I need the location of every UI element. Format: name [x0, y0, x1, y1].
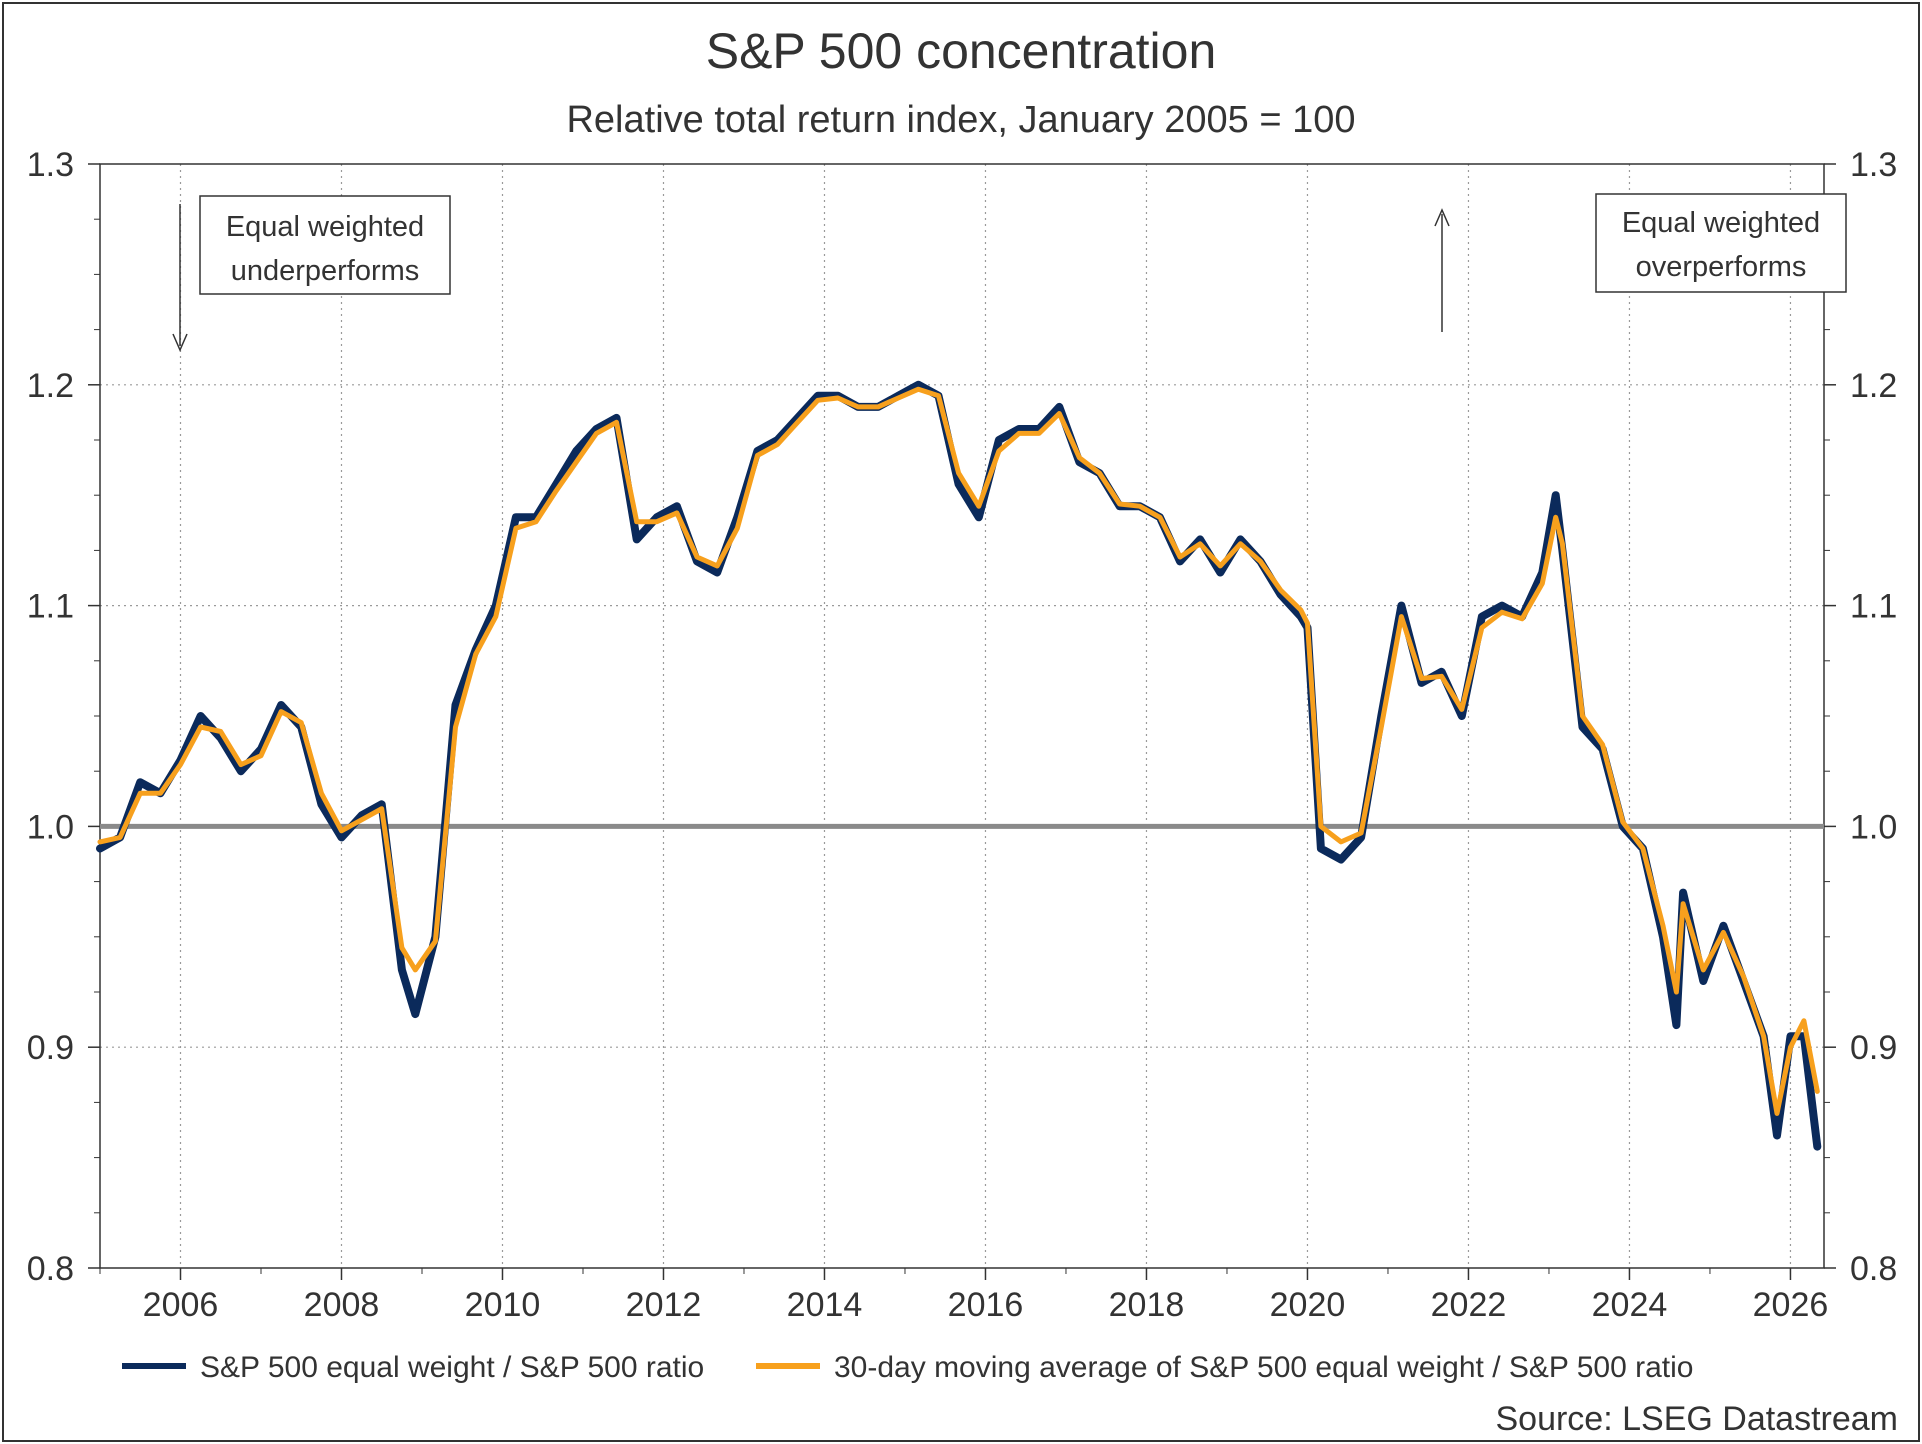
x-tick-label: 2010	[465, 1286, 541, 1324]
x-tick-label: 2026	[1753, 1286, 1829, 1324]
y-tick-label-right: 1.3	[1850, 146, 1897, 184]
annotation-overperforms: Equal weighted overperforms	[1434, 193, 1847, 332]
y-tick-label-left: 0.9	[27, 1029, 74, 1067]
y-tick-label-right: 1.0	[1850, 808, 1897, 846]
annotation-box-left	[199, 195, 451, 295]
legend: S&P 500 equal weight / S&P 500 ratio 30-…	[122, 1351, 1693, 1384]
chart-subtitle: Relative total return index, January 200…	[566, 99, 1355, 141]
x-tick-label: 2020	[1270, 1286, 1346, 1324]
y-tick-label-right: 0.8	[1850, 1250, 1897, 1288]
annotation-left-line1: Equal weighted	[226, 211, 424, 243]
source-note: Source: LSEG Datastream	[1495, 1400, 1898, 1438]
y-tick-label-right: 1.2	[1850, 367, 1897, 405]
x-tick-label: 2014	[787, 1286, 863, 1324]
annotation-box-right	[1595, 193, 1847, 293]
annotation-underperforms: Equal weighted underperforms	[172, 195, 451, 352]
y-tick-label-left: 1.1	[27, 588, 74, 626]
arrow-up-icon	[1434, 208, 1450, 227]
x-tick-label: 2012	[626, 1286, 702, 1324]
annotation-right-line1: Equal weighted	[1622, 207, 1820, 239]
x-tick-label: 2016	[948, 1286, 1024, 1324]
legend-label-moving-average: 30-day moving average of S&P 500 equal w…	[834, 1351, 1693, 1384]
y-tick-label-left: 1.0	[27, 808, 74, 846]
y-tick-label-left: 1.2	[27, 367, 74, 405]
annotation-right-line2: overperforms	[1636, 251, 1807, 283]
grid-layer	[100, 164, 1824, 1268]
plot-area-border	[99, 163, 1825, 1269]
arrow-down-icon	[172, 333, 188, 352]
chart-title: S&P 500 concentration	[706, 23, 1217, 79]
x-tick-label: 2024	[1592, 1286, 1668, 1324]
chart-svg: S&P 500 concentration Relative total ret…	[27, 23, 1898, 1438]
series-line-ratio	[96, 380, 1822, 1151]
annotation-left-line2: underperforms	[231, 255, 420, 287]
x-tick-label: 2018	[1109, 1286, 1185, 1324]
x-tick-label: 2006	[143, 1286, 219, 1324]
x-tick-label: 2022	[1431, 1286, 1507, 1324]
series-layer	[96, 380, 1822, 1151]
y-tick-label-right: 0.9	[1850, 1029, 1897, 1067]
y-tick-label-left: 1.3	[27, 146, 74, 184]
y-tick-label-left: 0.8	[27, 1250, 74, 1288]
y-tick-label-right: 1.1	[1850, 588, 1897, 626]
series-line-moving-average	[97, 386, 1820, 1116]
x-tick-label: 2008	[304, 1286, 380, 1324]
legend-label-ratio: S&P 500 equal weight / S&P 500 ratio	[200, 1351, 704, 1384]
axis-layer: 0.8 0.8 0.9 0.9 1.0 1.0 1.1 1.1 1.2 1.2 1.3 1.3 2006…	[27, 146, 1898, 1324]
